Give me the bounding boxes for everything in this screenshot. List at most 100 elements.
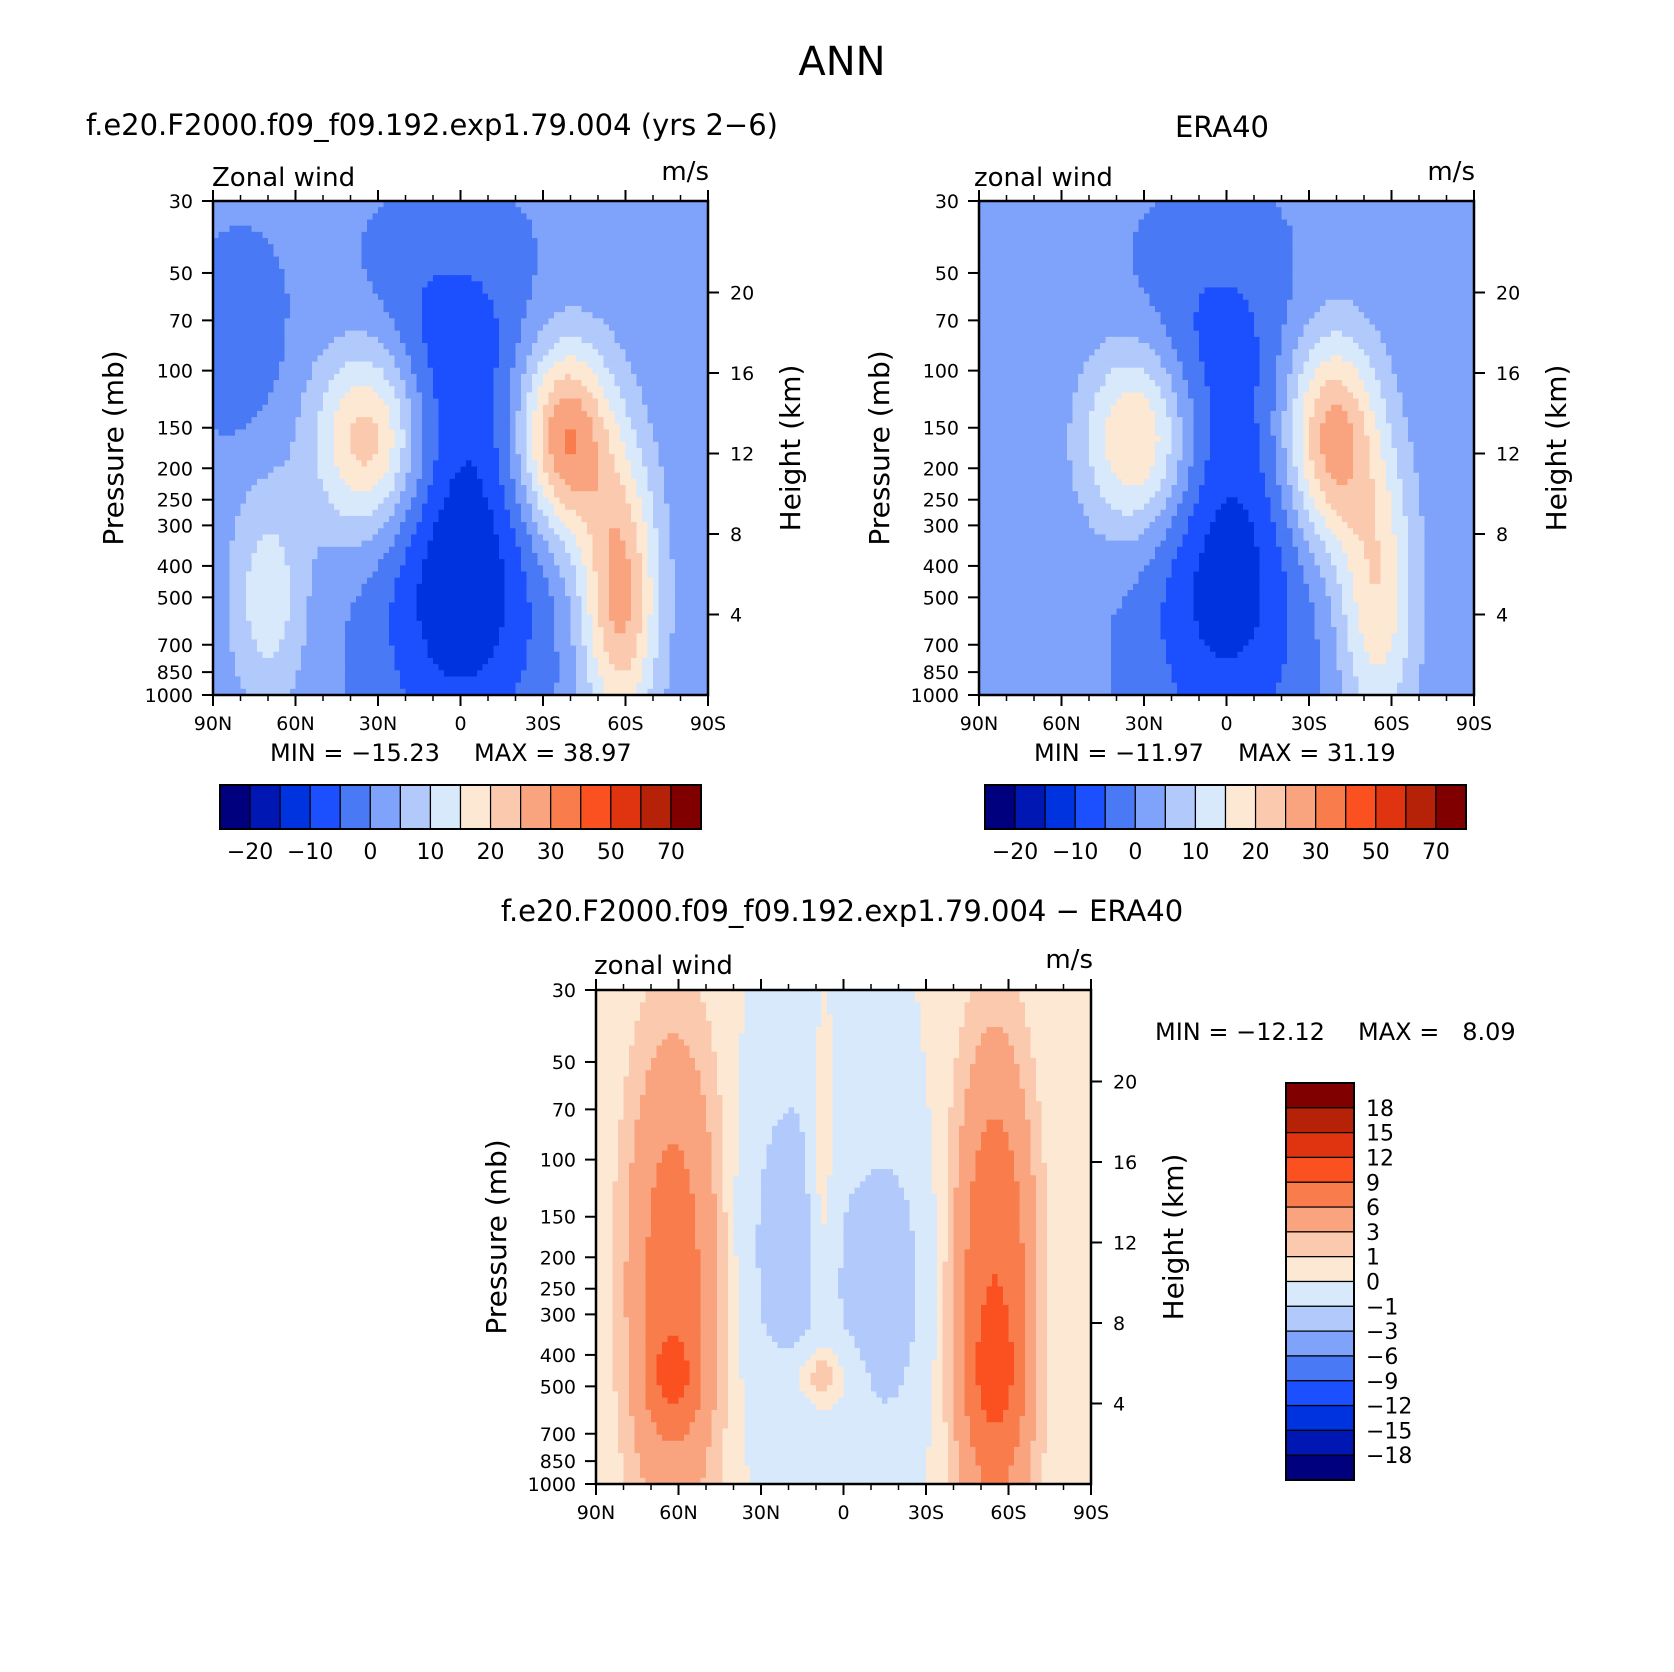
field-cell <box>438 281 445 289</box>
field-cell <box>543 330 550 338</box>
field-cell <box>240 522 247 529</box>
field-cell <box>587 219 594 227</box>
field-cell <box>383 509 390 517</box>
field-cell <box>251 324 258 332</box>
field-cell <box>383 367 390 375</box>
field-cell <box>697 336 704 344</box>
field-cell <box>273 238 280 245</box>
field-cell <box>262 441 269 449</box>
field-cell <box>273 330 280 338</box>
field-cell <box>361 305 368 313</box>
field-cell <box>416 448 423 455</box>
field-cell <box>482 238 489 245</box>
field-cell <box>444 454 451 461</box>
field-cell <box>691 324 698 332</box>
field-cell <box>526 207 533 214</box>
field-cell <box>565 250 572 258</box>
field-cell <box>537 225 544 233</box>
field-cell <box>367 491 374 498</box>
field-cell <box>240 454 247 461</box>
field-cell <box>433 423 440 431</box>
field-cell <box>317 225 324 233</box>
field-cell <box>686 231 693 239</box>
field-cell <box>680 355 687 363</box>
field-cell <box>592 299 599 307</box>
field-cell <box>691 201 698 208</box>
field-cell <box>356 534 363 542</box>
field-cell <box>532 219 539 227</box>
field-cell <box>449 275 456 282</box>
field-cell <box>394 256 401 264</box>
field-cell <box>328 478 335 486</box>
field-cell <box>378 503 385 511</box>
field-cell <box>378 293 385 301</box>
field-cell <box>235 503 242 511</box>
field-cell <box>488 435 495 443</box>
field-cell <box>631 497 638 505</box>
field-cell <box>279 219 286 227</box>
field-cell <box>323 380 330 387</box>
field-cell <box>581 343 588 350</box>
field-cell <box>587 429 594 437</box>
field-cell <box>433 250 440 258</box>
field-cell <box>504 509 511 517</box>
field-cell <box>339 207 346 214</box>
field-cell <box>312 287 319 295</box>
field-cell <box>499 423 506 431</box>
field-cell <box>548 386 555 394</box>
field-cell <box>422 398 429 406</box>
field-cell <box>455 466 462 474</box>
field-cell <box>548 287 555 295</box>
field-cell <box>444 336 451 344</box>
field-cell <box>306 460 313 468</box>
field-cell <box>510 336 517 344</box>
field-cell <box>290 423 297 431</box>
field-cell <box>625 472 632 480</box>
field-cell <box>686 355 693 363</box>
field-cell <box>295 478 302 486</box>
field-cell <box>345 478 352 486</box>
field-cell <box>273 448 280 455</box>
field-cell <box>235 355 242 363</box>
field-cell <box>587 343 594 350</box>
field-cell <box>383 225 390 233</box>
field-cell <box>284 244 291 251</box>
field-cell <box>290 472 297 480</box>
field-cell <box>383 386 390 394</box>
field-cell <box>532 429 539 437</box>
field-cell <box>609 281 616 289</box>
field-cell <box>537 336 544 344</box>
field-cell <box>691 305 698 313</box>
field-cell <box>416 262 423 270</box>
field-cell <box>444 380 451 387</box>
field-cell <box>251 305 258 313</box>
field-cell <box>537 343 544 350</box>
field-cell <box>229 466 236 474</box>
field-cell <box>328 287 335 295</box>
field-cell <box>328 256 335 264</box>
field-cell <box>499 287 506 295</box>
field-cell <box>493 244 500 251</box>
field-cell <box>229 386 236 394</box>
field-cell <box>240 343 247 350</box>
field-cell <box>548 522 555 529</box>
field-cell <box>466 466 473 474</box>
field-cell <box>581 485 588 492</box>
field-cell <box>433 441 440 449</box>
field-cell <box>339 367 346 375</box>
field-cell <box>306 293 313 301</box>
field-cell <box>526 343 533 350</box>
field-cell <box>537 330 544 338</box>
field-cell <box>477 361 484 369</box>
field-cell <box>664 256 671 264</box>
field-cell <box>224 244 231 251</box>
field-cell <box>466 410 473 418</box>
field-cell <box>521 299 528 307</box>
field-cell <box>367 472 374 480</box>
field-cell <box>367 355 374 363</box>
field-cell <box>240 380 247 387</box>
field-cell <box>642 336 649 344</box>
field-cell <box>680 305 687 313</box>
field-cell <box>422 219 429 227</box>
field-cell <box>389 361 396 369</box>
